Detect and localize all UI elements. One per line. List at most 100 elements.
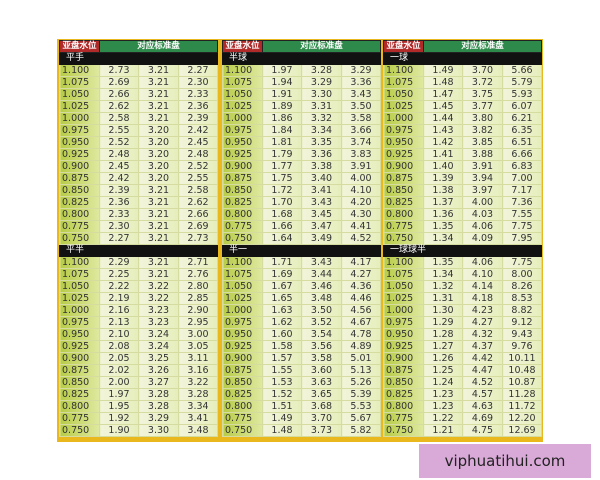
water-level-cell: 0.975 xyxy=(59,316,100,329)
water-level-cell: 1.000 xyxy=(222,112,263,125)
draw-odds-cell: 3.91 xyxy=(462,160,503,173)
table-row: 1.100 2.73 3.21 2.27 xyxy=(59,64,219,77)
away-odds-cell: 3.00 xyxy=(177,328,219,341)
draw-odds-cell: 3.73 xyxy=(301,424,342,437)
away-odds-cell: 3.11 xyxy=(177,352,219,365)
away-odds-cell: 3.58 xyxy=(340,112,382,125)
water-level-cell: 0.900 xyxy=(383,352,424,365)
draw-odds-cell: 4.32 xyxy=(462,328,503,341)
away-odds-cell: 3.41 xyxy=(177,412,219,425)
draw-odds-cell: 3.20 xyxy=(138,160,179,173)
home-odds-cell: 1.40 xyxy=(423,160,463,173)
away-odds-cell: 9.12 xyxy=(501,316,543,329)
table-row: 0.925 1.58 3.56 4.89 xyxy=(222,340,382,353)
draw-odds-cell: 3.31 xyxy=(301,100,342,113)
away-odds-cell: 2.30 xyxy=(177,76,219,89)
odds-table-frame: 亚盘水位 对应标准盘 平手 1.100 2.73 3.21 2.27 1.075 2.69 3.2… xyxy=(57,39,543,442)
water-level-cell: 0.775 xyxy=(383,220,424,233)
watermark: viphuatihui.com xyxy=(419,444,591,478)
away-odds-cell: 5.13 xyxy=(340,364,382,377)
table-row: 1.025 1.65 3.48 4.46 xyxy=(222,292,382,305)
draw-odds-cell: 3.49 xyxy=(301,232,342,245)
water-level-cell: 1.100 xyxy=(59,64,100,77)
table-row: 0.900 2.45 3.20 2.52 xyxy=(59,160,219,173)
odds-table: 亚盘水位 对应标准盘 半球 1.100 1.97 3.28 3.29 1.075 1.94 3.2… xyxy=(221,40,382,437)
section-row: 平半 xyxy=(58,244,219,257)
header-row: 亚盘水位 对应标准盘 xyxy=(222,40,382,53)
table-row: 0.925 1.79 3.36 3.83 xyxy=(222,148,382,161)
home-odds-cell: 2.05 xyxy=(99,352,139,365)
home-odds-cell: 1.84 xyxy=(262,124,302,137)
home-odds-cell: 1.58 xyxy=(262,340,302,353)
home-odds-cell: 1.26 xyxy=(423,352,463,365)
draw-odds-cell: 3.29 xyxy=(138,412,179,425)
water-level-cell: 1.075 xyxy=(59,76,100,89)
away-odds-cell: 2.27 xyxy=(177,64,219,77)
section-row: 平手 xyxy=(58,52,219,65)
water-level-cell: 1.000 xyxy=(59,112,100,125)
away-odds-cell: 10.87 xyxy=(501,376,543,389)
table-row: 0.925 2.48 3.20 2.48 xyxy=(59,148,219,161)
water-level-cell: 0.975 xyxy=(59,124,100,137)
water-level-cell: 0.875 xyxy=(222,364,263,377)
water-level-cell: 0.850 xyxy=(383,184,424,197)
home-odds-cell: 1.81 xyxy=(262,136,302,149)
water-level-cell: 0.950 xyxy=(383,328,424,341)
home-odds-cell: 1.22 xyxy=(423,412,463,425)
table-row: 1.075 2.69 3.21 2.30 xyxy=(59,76,219,89)
water-level-cell: 0.850 xyxy=(222,376,263,389)
home-odds-cell: 1.45 xyxy=(423,100,463,113)
away-odds-cell: 2.85 xyxy=(177,292,219,305)
home-odds-cell: 1.64 xyxy=(262,232,302,245)
table-row: 0.975 1.84 3.34 3.66 xyxy=(222,124,382,137)
table-row: 0.825 1.37 4.00 7.36 xyxy=(383,196,543,209)
home-odds-cell: 2.69 xyxy=(99,76,139,89)
away-odds-cell: 2.48 xyxy=(177,148,219,161)
table-row: 1.075 1.34 4.10 8.00 xyxy=(383,268,543,281)
home-odds-cell: 1.34 xyxy=(423,232,463,245)
draw-odds-cell: 3.36 xyxy=(301,148,342,161)
home-odds-cell: 1.94 xyxy=(262,76,302,89)
table-row: 0.875 1.39 3.94 7.00 xyxy=(383,172,543,185)
home-odds-cell: 1.68 xyxy=(262,208,302,221)
away-odds-cell: 7.00 xyxy=(501,172,543,185)
table-row: 1.100 1.35 4.06 7.75 xyxy=(383,256,543,269)
water-level-cell: 0.975 xyxy=(383,124,424,137)
home-odds-cell: 1.69 xyxy=(262,268,302,281)
table-row: 0.925 1.41 3.88 6.66 xyxy=(383,148,543,161)
water-level-cell: 0.875 xyxy=(222,172,263,185)
away-odds-cell: 3.05 xyxy=(177,340,219,353)
table-row: 0.950 1.60 3.54 4.78 xyxy=(222,328,382,341)
water-level-cell: 0.875 xyxy=(383,364,424,377)
water-level-cell: 0.825 xyxy=(222,388,263,401)
home-odds-cell: 1.91 xyxy=(262,88,302,101)
away-odds-cell: 2.58 xyxy=(177,184,219,197)
away-odds-cell: 5.53 xyxy=(340,400,382,413)
water-level-cell: 0.825 xyxy=(59,196,100,209)
away-odds-cell: 2.66 xyxy=(177,208,219,221)
away-odds-cell: 6.83 xyxy=(501,160,543,173)
water-level-cell: 0.800 xyxy=(383,400,424,413)
draw-odds-cell: 3.21 xyxy=(138,220,179,233)
table-row: 1.100 1.71 3.43 4.17 xyxy=(222,256,382,269)
table-row: 0.900 2.05 3.25 3.11 xyxy=(59,352,219,365)
table-row: 0.825 1.52 3.65 5.39 xyxy=(222,388,382,401)
draw-odds-cell: 3.56 xyxy=(301,340,342,353)
away-odds-cell: 7.17 xyxy=(501,184,543,197)
water-level-cell: 0.875 xyxy=(59,364,100,377)
table-row: 0.975 2.13 3.23 2.95 xyxy=(59,316,219,329)
away-odds-cell: 4.89 xyxy=(340,340,382,353)
table-row: 1.075 2.25 3.21 2.76 xyxy=(59,268,219,281)
home-odds-cell: 2.08 xyxy=(99,340,139,353)
home-odds-cell: 1.90 xyxy=(99,424,139,437)
home-odds-cell: 2.45 xyxy=(99,160,139,173)
table-row: 0.750 1.48 3.73 5.82 xyxy=(222,424,382,437)
away-odds-cell: 2.71 xyxy=(177,256,219,269)
home-odds-cell: 1.52 xyxy=(262,388,302,401)
table-row: 0.750 1.90 3.30 3.48 xyxy=(59,424,219,437)
water-level-cell: 1.025 xyxy=(222,100,263,113)
home-odds-cell: 1.62 xyxy=(262,316,302,329)
water-level-cell: 1.075 xyxy=(383,268,424,281)
home-odds-cell: 2.42 xyxy=(99,172,139,185)
table-row: 0.800 1.95 3.28 3.34 xyxy=(59,400,219,413)
